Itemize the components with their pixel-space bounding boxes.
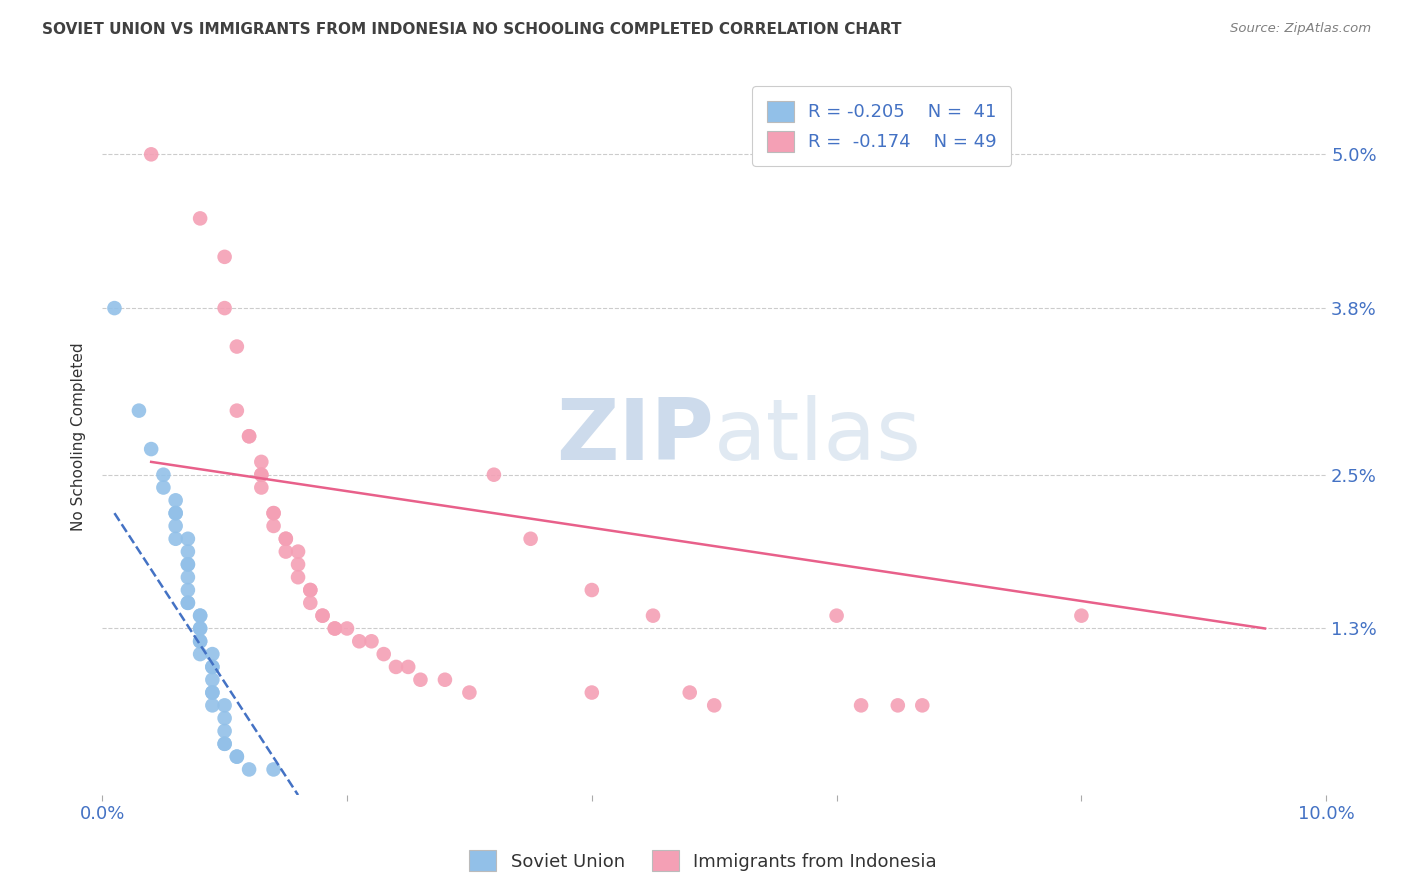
- Point: [323, 622, 346, 636]
- Point: [188, 622, 211, 636]
- Point: [581, 582, 603, 597]
- Point: [250, 455, 273, 469]
- Point: [482, 467, 505, 482]
- Point: [225, 749, 247, 764]
- Point: [519, 532, 541, 546]
- Point: [141, 442, 163, 456]
- Legend: R = -0.205    N =  41, R =  -0.174    N = 49: R = -0.205 N = 41, R = -0.174 N = 49: [752, 87, 1011, 166]
- Text: SOVIET UNION VS IMMIGRANTS FROM INDONESIA NO SCHOOLING COMPLETED CORRELATION CHA: SOVIET UNION VS IMMIGRANTS FROM INDONESI…: [42, 22, 901, 37]
- Point: [165, 532, 187, 546]
- Point: [274, 532, 297, 546]
- Point: [214, 301, 236, 315]
- Point: [263, 763, 285, 777]
- Text: ZIP: ZIP: [557, 395, 714, 478]
- Point: [360, 634, 382, 648]
- Point: [177, 544, 200, 558]
- Point: [188, 608, 211, 623]
- Point: [299, 582, 322, 597]
- Point: [849, 698, 872, 713]
- Point: [214, 723, 236, 738]
- Point: [177, 558, 200, 572]
- Point: [458, 685, 481, 699]
- Point: [177, 570, 200, 584]
- Y-axis label: No Schooling Completed: No Schooling Completed: [72, 342, 86, 531]
- Point: [214, 711, 236, 725]
- Point: [201, 685, 224, 699]
- Point: [323, 622, 346, 636]
- Point: [679, 685, 702, 699]
- Point: [641, 608, 664, 623]
- Point: [581, 685, 603, 699]
- Point: [214, 250, 236, 264]
- Point: [214, 698, 236, 713]
- Point: [250, 467, 273, 482]
- Point: [225, 340, 247, 354]
- Point: [165, 506, 187, 520]
- Point: [274, 532, 297, 546]
- Point: [165, 519, 187, 533]
- Point: [188, 634, 211, 648]
- Point: [238, 763, 260, 777]
- Point: [409, 673, 432, 687]
- Point: [177, 532, 200, 546]
- Point: [177, 582, 200, 597]
- Point: [177, 558, 200, 572]
- Point: [201, 660, 224, 674]
- Point: [887, 698, 910, 713]
- Point: [1070, 608, 1092, 623]
- Point: [336, 622, 359, 636]
- Point: [250, 467, 273, 482]
- Point: [188, 647, 211, 661]
- Point: [214, 737, 236, 751]
- Point: [349, 634, 371, 648]
- Point: [825, 608, 848, 623]
- Point: [299, 582, 322, 597]
- Point: [188, 634, 211, 648]
- Point: [299, 596, 322, 610]
- Point: [225, 749, 247, 764]
- Text: atlas: atlas: [714, 395, 922, 478]
- Point: [311, 608, 333, 623]
- Point: [287, 558, 309, 572]
- Point: [385, 660, 408, 674]
- Point: [177, 596, 200, 610]
- Point: [201, 698, 224, 713]
- Point: [433, 673, 456, 687]
- Point: [188, 211, 211, 226]
- Point: [188, 608, 211, 623]
- Point: [250, 481, 273, 495]
- Point: [911, 698, 934, 713]
- Point: [152, 467, 174, 482]
- Point: [263, 519, 285, 533]
- Point: [287, 544, 309, 558]
- Point: [263, 506, 285, 520]
- Point: [225, 403, 247, 417]
- Point: [238, 429, 260, 443]
- Point: [188, 622, 211, 636]
- Point: [141, 147, 163, 161]
- Point: [152, 481, 174, 495]
- Legend: Soviet Union, Immigrants from Indonesia: Soviet Union, Immigrants from Indonesia: [461, 843, 945, 879]
- Point: [201, 647, 224, 661]
- Point: [214, 737, 236, 751]
- Point: [287, 570, 309, 584]
- Point: [165, 493, 187, 508]
- Point: [165, 506, 187, 520]
- Point: [263, 506, 285, 520]
- Point: [703, 698, 725, 713]
- Point: [373, 647, 395, 661]
- Point: [201, 660, 224, 674]
- Point: [128, 403, 150, 417]
- Point: [274, 544, 297, 558]
- Point: [238, 429, 260, 443]
- Text: Source: ZipAtlas.com: Source: ZipAtlas.com: [1230, 22, 1371, 36]
- Point: [177, 596, 200, 610]
- Point: [201, 673, 224, 687]
- Point: [396, 660, 419, 674]
- Point: [103, 301, 125, 315]
- Point: [311, 608, 333, 623]
- Point: [201, 685, 224, 699]
